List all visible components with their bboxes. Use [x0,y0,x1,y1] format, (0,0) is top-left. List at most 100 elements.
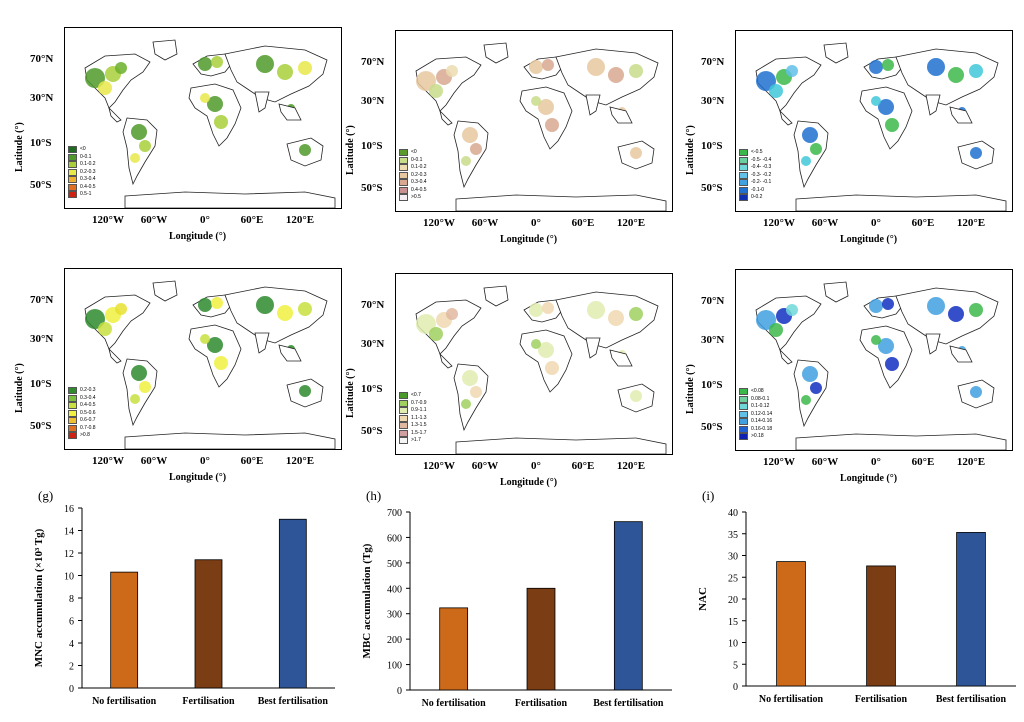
map-b-legend-label: 0-0.1 [411,156,423,163]
map-d-legend-label: 0.6-0.7 [80,417,96,423]
map-a-legend-label: 0.5-1 [80,191,92,197]
map-d-map-frame: 0.2-0.3 0.3-0.4 0.4-0.5 0.5-0.6 0.6-0.7 0.7-0… [64,268,342,450]
chart-h-x-tick-label: No fertilisation [422,698,487,709]
map-e-land-patch-africa-2 [531,339,541,349]
map-a-ylabel: Latitude (°) [14,122,25,172]
map-c-legend-swatch [739,149,748,157]
map-f-legend-label: 0.14-0.16 [751,418,773,424]
map-e-legend-row: 1.5-1.7 [399,430,427,438]
map-d-legend-label: 0.3-0.4 [80,394,96,401]
map-d-land-patch-south-america-1 [139,381,151,393]
map-d-legend-label: 0.7-0.8 [80,424,96,431]
map-d-legend: 0.2-0.3 0.3-0.4 0.4-0.5 0.5-0.6 0.6-0.7 0.7-0… [68,387,96,440]
map-b-xlabel: Longitude (°) [500,234,558,245]
map-a-land-patch-europe-0 [198,57,212,71]
chart-g-y-tick-label: 10 [64,572,74,583]
map-e-ylabel: Latitude (°) [345,368,356,418]
map-a-land-patch-europe-1 [211,56,223,68]
map-f-land-patch-europe-0 [869,299,883,313]
map-c-legend-label: -0.2- -0.1 [751,179,772,185]
map-e-legend-swatch [399,392,408,400]
map-f-legend-row: 0.08-0.1 [739,396,772,404]
map-d-lat-tick: 70°N [30,294,54,306]
map-f-land-patch-africa-2 [871,335,881,345]
map-e-land-patch-north-america-3 [446,308,458,320]
map-a-lon-tick: 60°W [140,214,168,226]
map-f-legend-row: 0.14-0.16 [739,418,772,426]
map-c-continent-india [925,94,941,116]
chart-g-y-tick-label: 14 [64,527,74,538]
map-d-land-patch-europe-1 [211,297,223,309]
map-b-legend-label: <0 [411,149,417,155]
map-f-lat-tick: 50°S [701,421,723,433]
map-a-legend-swatch [68,146,77,154]
map-c-lon-tick: 0° [871,217,881,229]
map-a-lat-tick: 50°S [30,179,52,191]
map-f-land-patch-asia-1 [948,306,964,322]
map-a-legend: <0 0-0.1 0.1-0.2 0.2-0.3 0.3-0.4 0.4-0.5 0.5-1 [68,146,96,199]
map-c-legend-row: -0.3- -0.2 [739,172,771,180]
map-c-continent-asia [895,48,999,106]
map-c-continent-southeast-asia [949,106,973,124]
map-f-legend-label: >0.18 [751,433,764,439]
map-d-land-patch-north-america-0 [85,309,105,329]
map-b-continent-india [585,94,601,116]
map-b-map-svg [415,42,667,211]
map-d-land-patch-north-america-2 [98,322,112,336]
map-e-legend-swatch [399,399,408,407]
map-e-land-patch-north-america-2 [429,327,443,341]
map-a-lon-tick: 0° [200,214,210,226]
map-a-land-patch-north-america-0 [85,68,105,88]
map-f-land-patch-north-america-2 [769,323,783,337]
map-b-land-patch-africa-1 [545,118,559,132]
map-f-legend-swatch [739,410,748,418]
map-a-continent-asia [224,45,328,103]
map-d-legend-label: 0.2-0.3 [80,387,96,393]
map-a-legend-row: 0.5-1 [68,191,96,199]
map-f-legend-label: 0.1-0.12 [751,403,770,409]
map-e-continent-africa [519,329,573,393]
map-f-continent-asia [895,287,999,345]
chart-i-x-tick-label: No fertilisation [759,694,824,705]
map-a-legend-swatch [68,183,77,191]
map-b-legend-swatch [399,179,408,187]
map-d-land-patch-asia-2 [298,302,312,316]
map-a-land-patch-south-america-0 [131,124,147,140]
map-c-legend-row: -0.5- -0.4 [739,157,771,165]
map-e-lon-tick: 0° [531,460,541,472]
map-e-land-patch-australia-0 [630,390,642,402]
map-c-map-svg [755,42,1007,211]
map-d-lon-tick: 60°W [140,455,168,467]
map-c-legend-swatch [739,186,748,194]
map-e-lon-tick: 60°W [471,460,499,472]
map-f-continent-southeast-asia [949,345,973,363]
map-d-land-patch-australia-0 [299,385,311,397]
map-f-land-patch-asia-0 [927,297,945,315]
map-e-land-patch-asia-1 [608,310,624,326]
map-c-legend: <-0.5 -0.5- -0.4 -0.4- -0.3 -0.3- -0.2 -0.2-… [739,149,771,202]
map-f-continent-africa [859,325,913,389]
map-b-land-patch-south-america-1 [470,143,482,155]
map-a-land-patch-asia-1 [277,64,293,80]
map-d-legend-swatch [68,402,77,410]
map-c-lat-tick: 30°N [701,95,725,107]
map-a-legend-swatch [68,168,77,176]
map-a-land-patch-north-america-3 [115,62,127,74]
map-f-lat-tick: 30°N [701,334,725,346]
map-c-legend-label: -0.1-0 [751,186,765,193]
map-b-land-patch-asia-0 [587,58,605,76]
chart-g-y-tick-label: 12 [64,549,74,560]
map-f-legend-row: <0.08 [739,388,772,396]
map-b-legend-label: >0.5 [411,194,421,200]
map-d-continent-central-america [108,347,122,364]
map-f-legend-row: >0.18 [739,433,772,441]
map-a-land-patch-asia-2 [298,61,312,75]
map-b-land-patch-asia-1 [608,67,624,83]
map-d-legend-row: >0.8 [68,432,96,440]
map-b-legend-swatch [399,156,408,164]
map-b-land-patch-africa-0 [538,99,554,115]
map-b-legend-row: >0.5 [399,194,427,202]
map-d-continent-asia [224,286,328,344]
map-b-land-patch-africa-2 [531,96,541,106]
map-b-legend-label: 0.3-0.4 [411,179,427,185]
